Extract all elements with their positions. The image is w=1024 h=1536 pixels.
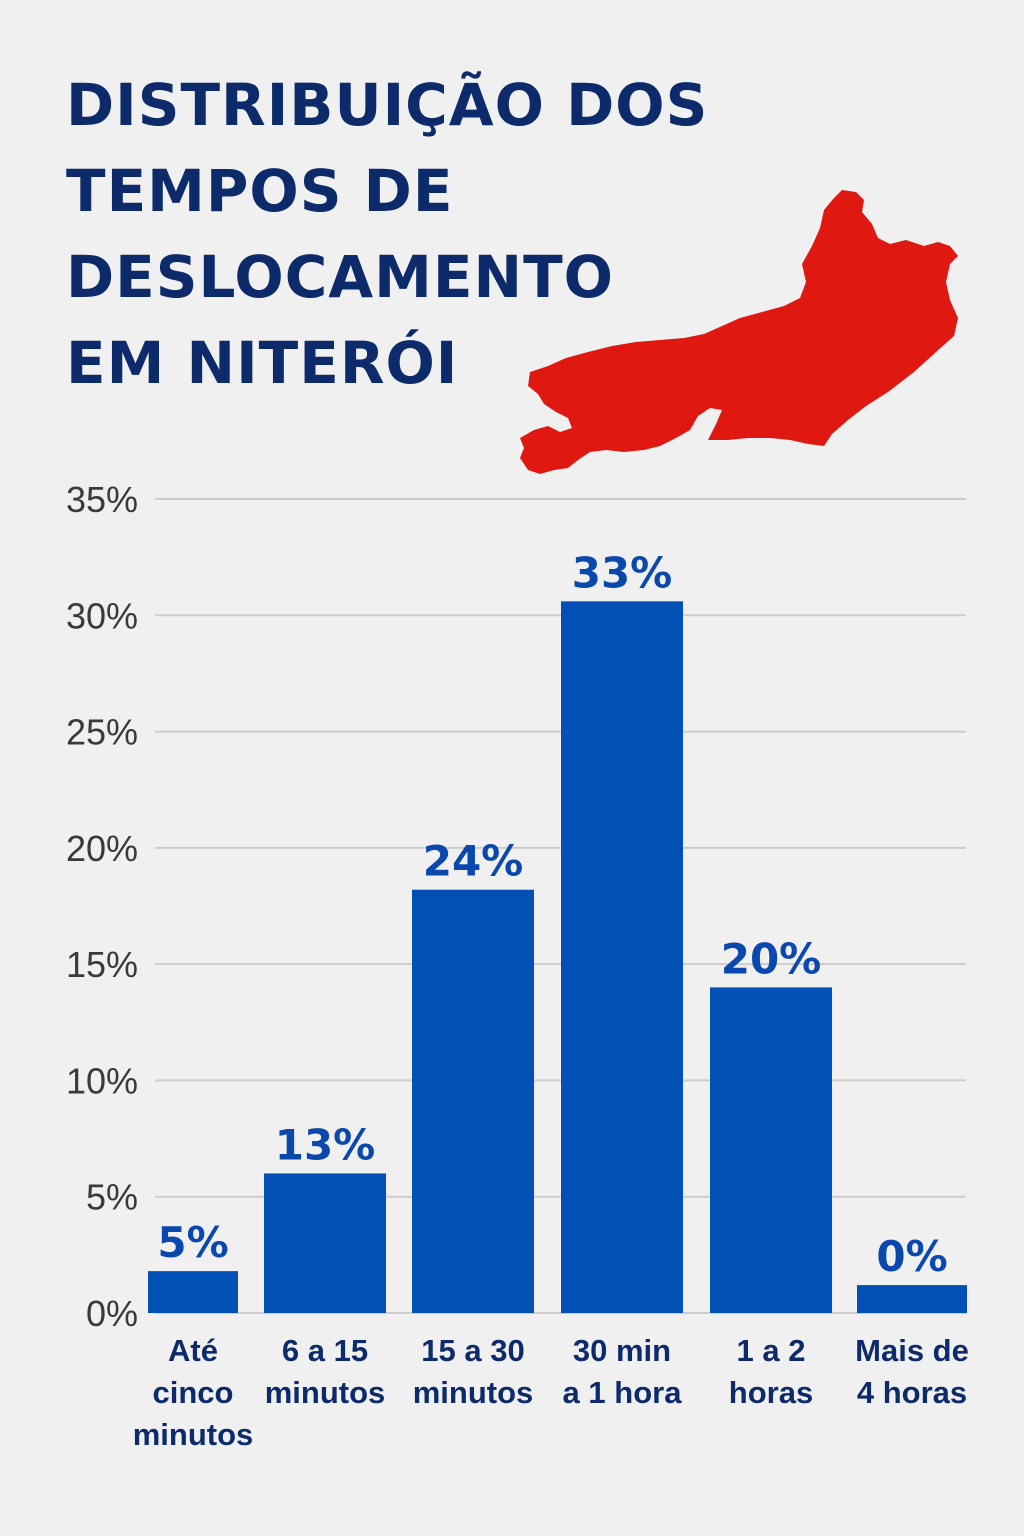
y-tick-label: 10%: [66, 1060, 138, 1101]
data-label: 20%: [721, 934, 822, 983]
y-tick-label: 20%: [66, 828, 138, 869]
chart-title: DISTRIBUIÇÃO DOS TEMPOS DE DESLOCAMENTO …: [66, 62, 786, 406]
category-label-line: 1 a 2: [737, 1333, 806, 1368]
category-label-line: cinco: [153, 1375, 234, 1410]
data-label: 33%: [572, 548, 673, 597]
category-label-line: Mais de: [855, 1333, 969, 1368]
category-label-line: 6 a 15: [282, 1333, 368, 1368]
category-label-line: horas: [729, 1375, 813, 1410]
bar: [857, 1285, 967, 1313]
category-label: 1 a 2 horas: [729, 1333, 813, 1410]
y-tick-label: 0%: [86, 1293, 138, 1334]
bar: [710, 987, 832, 1313]
y-tick-label: 35%: [66, 479, 138, 520]
data-label: 24%: [423, 837, 524, 886]
y-tick-label: 30%: [66, 595, 138, 636]
category-label: 6 a 15 minutos: [265, 1333, 386, 1410]
category-label-line: minutos: [133, 1417, 254, 1452]
y-tick-label: 5%: [86, 1177, 138, 1218]
chart-title-line: EM NITERÓI: [66, 329, 459, 397]
y-tick-label: 15%: [66, 944, 138, 985]
chart-title-line: TEMPOS DE: [66, 157, 454, 225]
category-label-line: 15 a 30: [421, 1333, 524, 1368]
bar: [264, 1173, 386, 1313]
chart-title-line: DISTRIBUIÇÃO DOS: [66, 71, 709, 139]
bar: [561, 601, 683, 1313]
category-label-line: a 1 hora: [563, 1375, 683, 1410]
category-label: 15 a 30 minutos: [413, 1333, 534, 1410]
bar: [412, 889, 534, 1313]
rio-de-janeiro-state-map-icon: [520, 190, 958, 474]
category-label-line: 4 horas: [857, 1375, 967, 1410]
category-label: 30 min a 1 hora: [563, 1333, 683, 1410]
category-label-line: minutos: [265, 1375, 386, 1410]
data-label: 13%: [275, 1120, 376, 1169]
category-label-line: minutos: [413, 1375, 534, 1410]
data-label: 5%: [157, 1218, 228, 1267]
category-label-line: Até: [168, 1333, 218, 1368]
y-tick-label: 25%: [66, 712, 138, 753]
bar: [148, 1271, 238, 1313]
chart-title-line: DESLOCAMENTO: [66, 243, 614, 311]
category-label: Mais de 4 horas: [855, 1333, 969, 1410]
category-label: Até cinco minutos: [133, 1333, 254, 1452]
data-label: 0%: [876, 1232, 947, 1281]
category-label-line: 30 min: [573, 1333, 671, 1368]
